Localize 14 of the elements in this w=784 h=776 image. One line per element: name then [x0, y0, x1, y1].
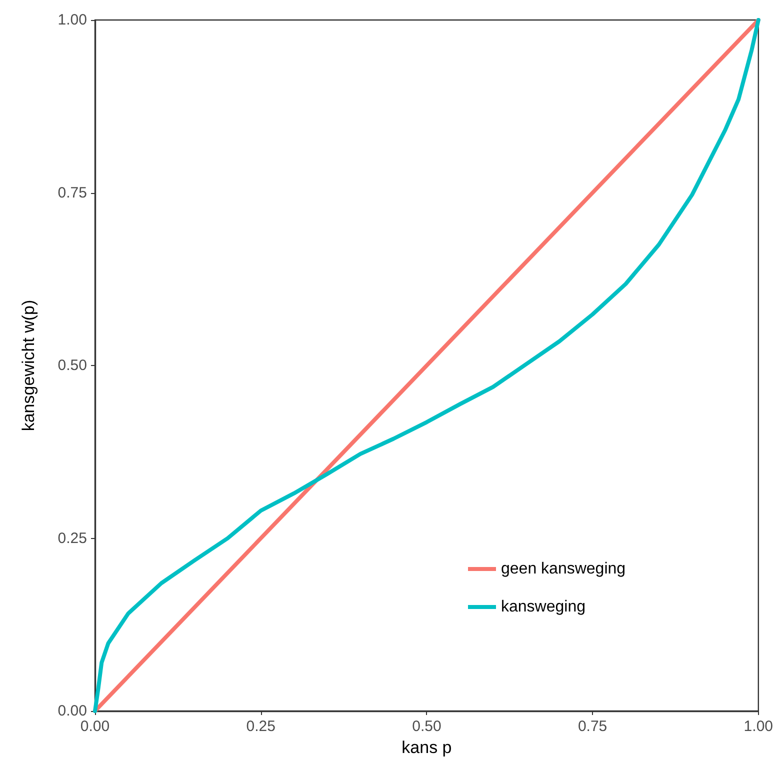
legend-label: kansweging — [501, 598, 586, 616]
x-tick-label: 0.00 — [80, 718, 110, 735]
y-tick-label: 0.00 — [58, 702, 87, 720]
y-axis-title: kansgewicht w(p) — [19, 300, 38, 432]
y-tick-label: 0.25 — [58, 530, 87, 547]
x-tick-label: 0.25 — [246, 718, 276, 735]
legend-label: geen kansweging — [501, 560, 626, 578]
x-tick-label: 0.50 — [412, 718, 442, 735]
y-tick-label: 0.75 — [58, 184, 87, 202]
x-tick-label: 0.75 — [578, 718, 608, 735]
y-tick-label: 0.50 — [58, 357, 87, 374]
x-axis-title: kans p — [402, 738, 452, 757]
x-tick-label: 1.00 — [744, 718, 774, 735]
y-tick-label: 1.00 — [58, 12, 87, 28]
